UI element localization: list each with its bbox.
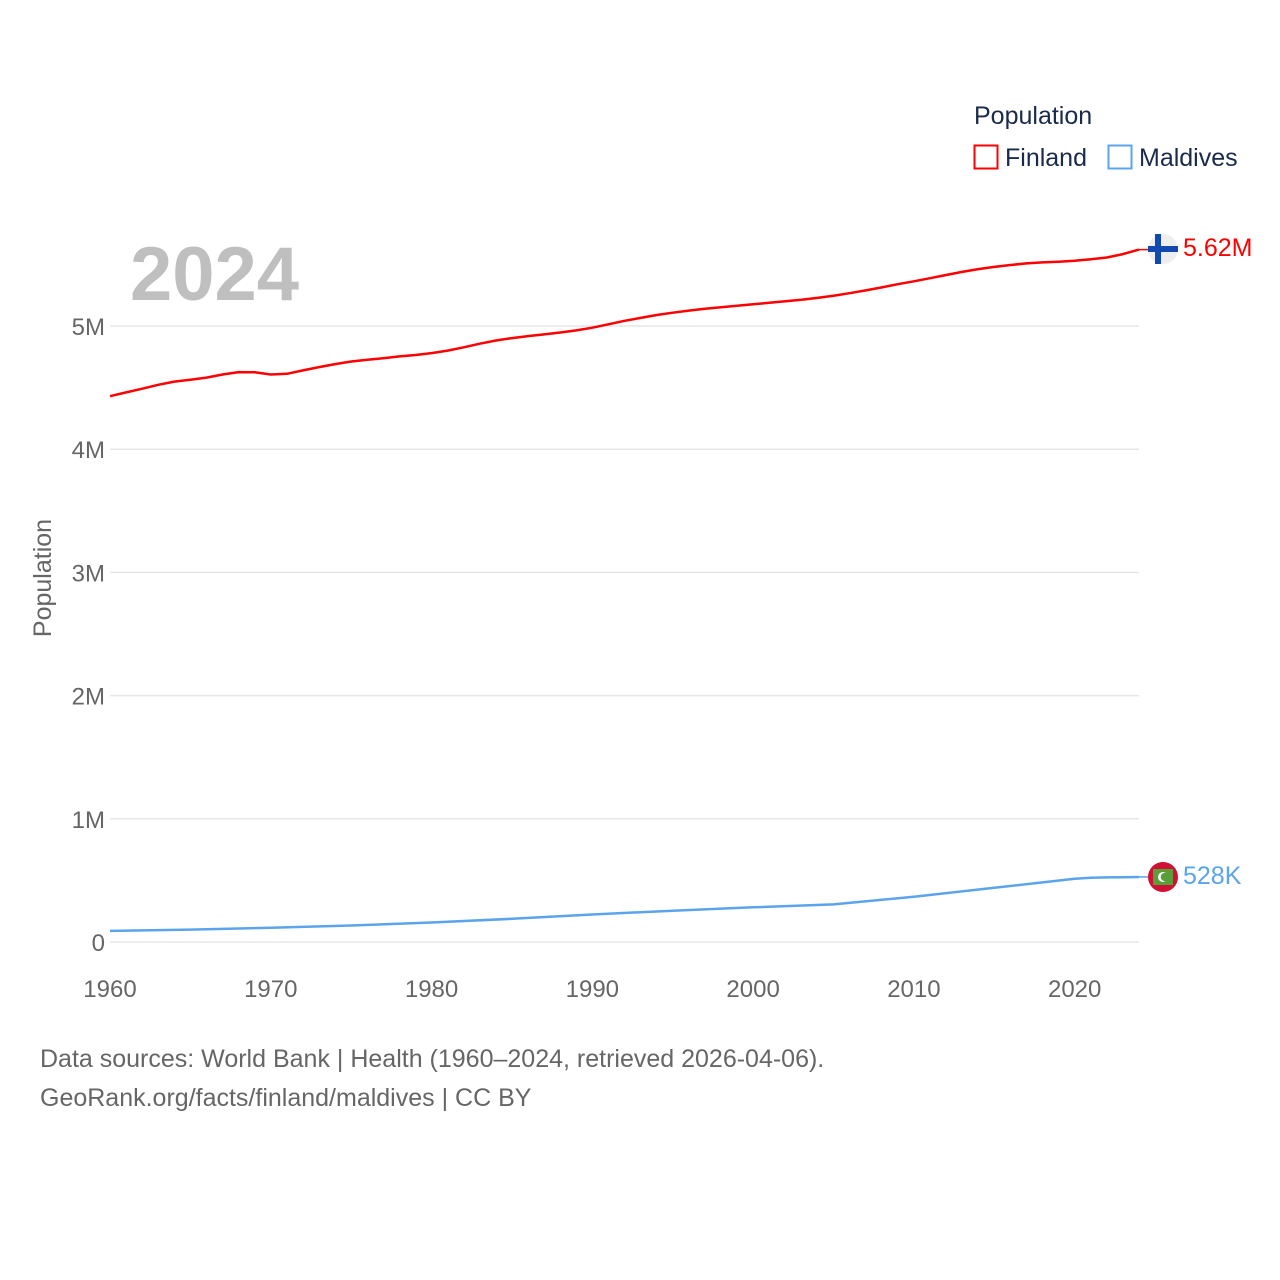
legend: Population Finland Maldives xyxy=(973,102,1238,172)
y-tick-label: 4M xyxy=(72,437,105,464)
end-label-finland: 5.62M xyxy=(1183,234,1252,262)
year-overlay: 2024 xyxy=(130,232,299,317)
x-tick-label: 1970 xyxy=(244,976,297,1003)
legend-label-maldives[interactable]: Maldives xyxy=(1139,144,1238,172)
x-tick-label: 1960 xyxy=(83,976,136,1003)
footer-sources: Data sources: World Bank | Health (1960–… xyxy=(40,1045,825,1073)
y-axis-label: Population xyxy=(29,519,57,637)
x-axis-ticks: 1960 1970 1980 1990 2000 2010 2020 xyxy=(83,976,1101,1003)
footer-attribution: GeoRank.org/facts/finland/maldives | CC … xyxy=(40,1084,532,1112)
y-tick-label: 2M xyxy=(72,684,105,711)
end-label-maldives: 528K xyxy=(1183,862,1242,890)
y-tick-label: 1M xyxy=(72,807,105,834)
legend-title: Population xyxy=(974,102,1092,130)
x-tick-label: 2010 xyxy=(887,976,940,1003)
series-line-finland xyxy=(109,248,1140,398)
x-tick-label: 1990 xyxy=(566,976,619,1003)
y-tick-label: 3M xyxy=(72,560,105,587)
x-tick-label: 2000 xyxy=(726,976,779,1003)
legend-swatch-maldives[interactable] xyxy=(1107,144,1133,170)
x-tick-label: 2020 xyxy=(1048,976,1101,1003)
y-axis-ticks: 0 1M 2M 3M 4M 5M xyxy=(72,314,105,957)
finland-flag-icon xyxy=(1148,234,1178,264)
legend-label-finland[interactable]: Finland xyxy=(1005,144,1087,172)
legend-swatch-finland[interactable] xyxy=(973,144,999,170)
x-tick-label: 1980 xyxy=(405,976,458,1003)
y-tick-label: 5M xyxy=(72,314,105,341)
y-tick-label: 0 xyxy=(92,930,105,957)
series-lines xyxy=(109,248,1150,933)
series-line-maldives xyxy=(109,875,1140,933)
maldives-flag-icon xyxy=(1148,862,1178,892)
grid xyxy=(110,325,1139,943)
